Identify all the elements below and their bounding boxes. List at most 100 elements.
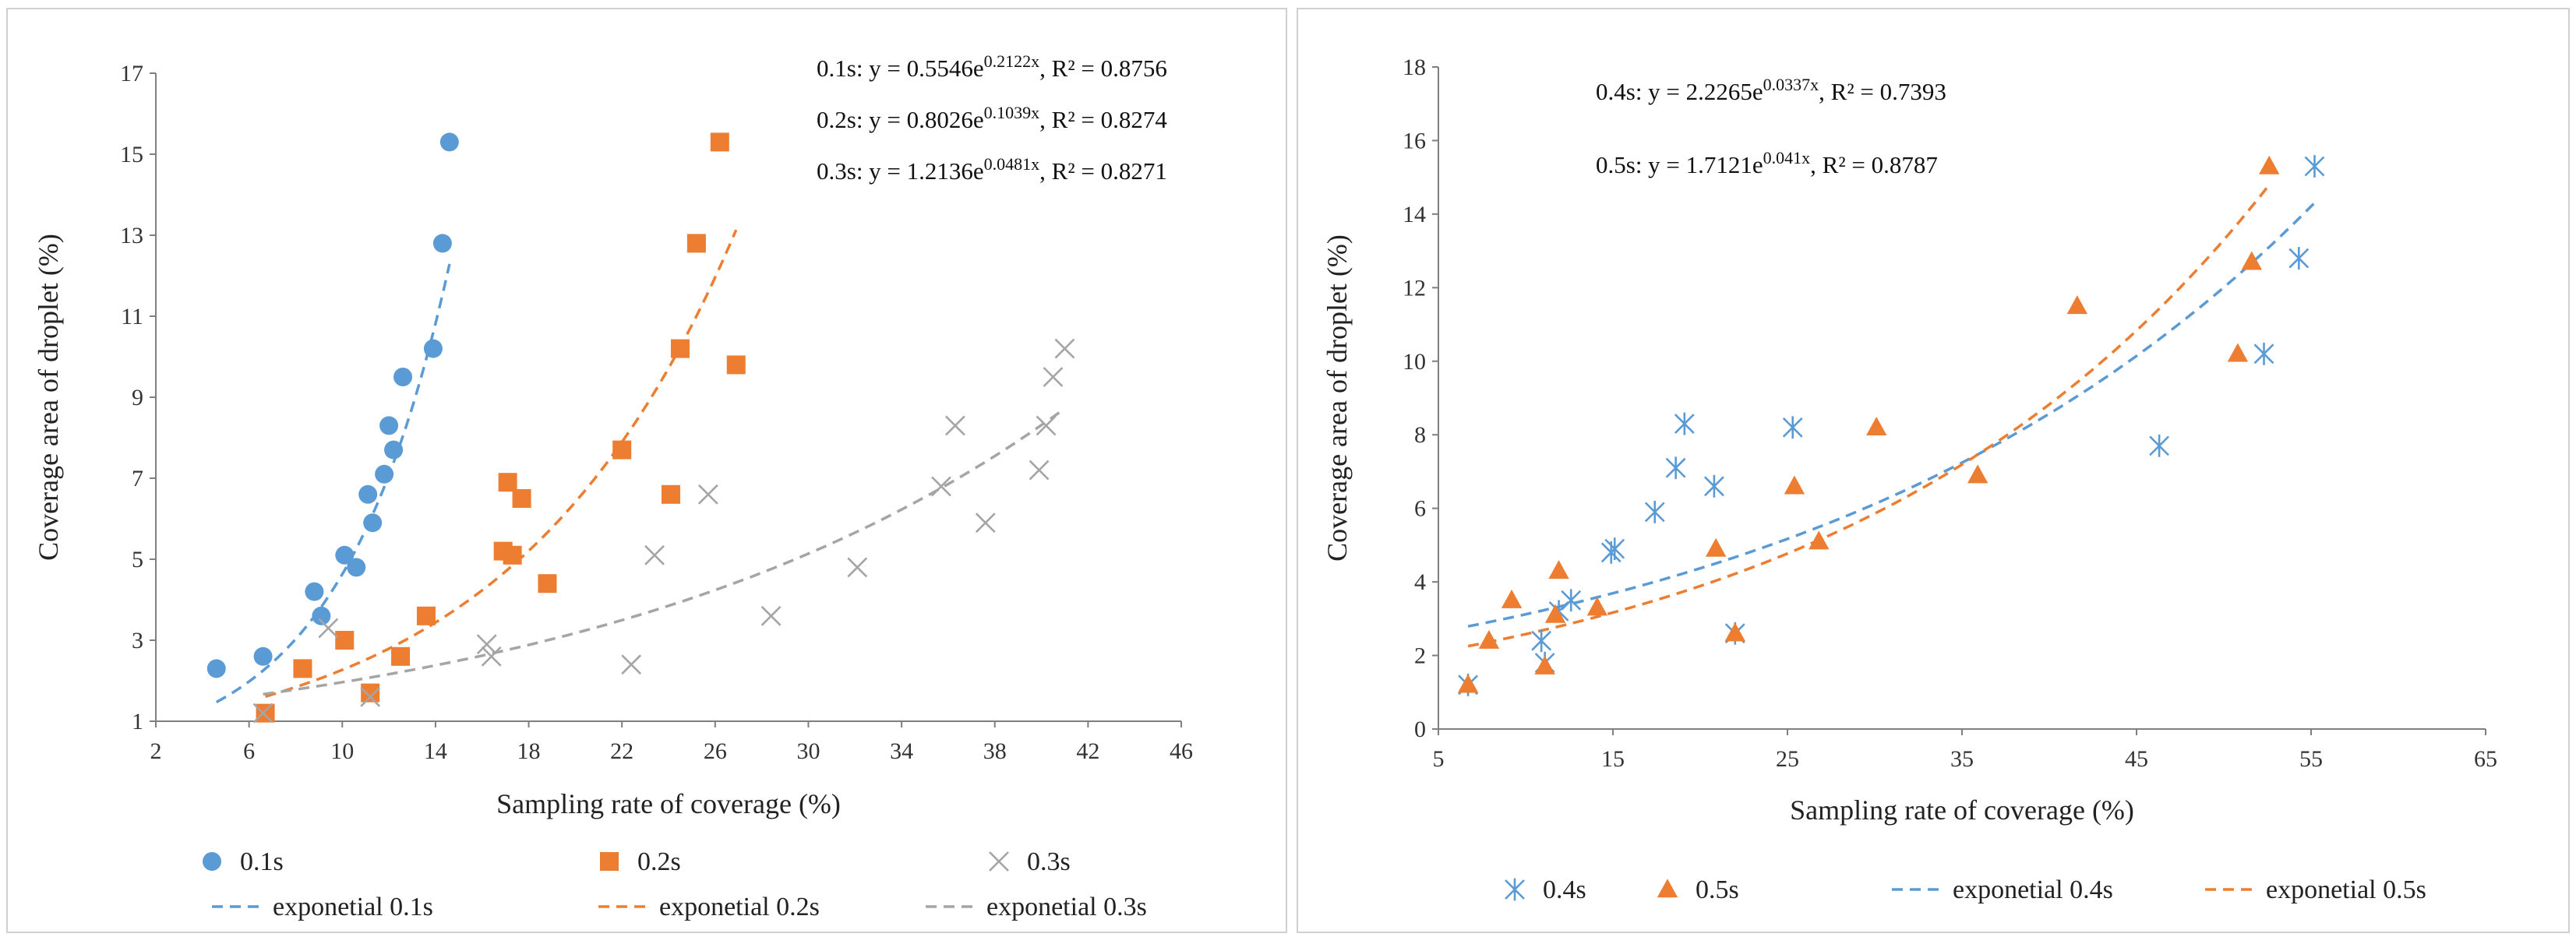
- data-point: [2241, 251, 2263, 270]
- trendline-exponetial-0-1s: [215, 263, 451, 704]
- legend-label: 0.3s: [1027, 847, 1071, 876]
- y-tick-label: 3: [132, 628, 143, 653]
- y-tick-label: 15: [120, 142, 143, 167]
- data-point: [391, 646, 411, 666]
- data-point: [1548, 560, 1569, 579]
- y-tick-label: 0: [1414, 717, 1426, 742]
- legend-item-exponetial-0-3s: exponetial 0.3s: [926, 893, 1147, 921]
- chart-right-svg: 0 2 4 6 8 10 12 14 16 18 5 15 25 35 45 55 65 Sampling rat…: [1322, 55, 2497, 904]
- legend-label: exponetial 0.2s: [659, 893, 820, 921]
- data-point: [335, 545, 355, 565]
- data-point: [1054, 338, 1075, 359]
- legend-label: 0.1s: [240, 847, 284, 876]
- x-tick-label: 25: [1776, 746, 1799, 772]
- data-point: [2288, 247, 2310, 269]
- x-tick-label: 45: [2125, 746, 2148, 772]
- data-point: [944, 415, 965, 436]
- data-point: [1036, 415, 1057, 436]
- y-tick-label: 9: [132, 385, 143, 410]
- data-point: [1043, 367, 1064, 387]
- y-tick-label: 10: [1403, 349, 1426, 375]
- data-point: [2259, 155, 2280, 174]
- legend-item-exponetial-0-2s: exponetial 0.2s: [598, 893, 820, 921]
- equation-0-4s: 0.4s: y = 2.2265e0.0337x, R² = 0.7393: [1596, 75, 1946, 105]
- data-point: [931, 476, 951, 497]
- x-tick-label: 34: [890, 738, 913, 764]
- data-point: [384, 440, 404, 460]
- legend-label: exponetial 0.3s: [986, 893, 1147, 921]
- legend-item-0-1s: 0.1s: [203, 847, 284, 876]
- data-point: [1586, 597, 1608, 616]
- legend-marker: [1505, 878, 1525, 901]
- data-point: [621, 654, 642, 675]
- data-point: [1704, 474, 1724, 498]
- data-point: [305, 582, 324, 601]
- data-point: [2149, 434, 2170, 457]
- data-point: [1457, 674, 1479, 693]
- y-tick-label: 4: [1414, 569, 1426, 595]
- x-tick-label: 6: [243, 738, 255, 764]
- equation-0-2s: 0.2s: y = 0.8026e0.1039x, R² = 0.8274: [817, 103, 1167, 133]
- data-point: [2253, 342, 2274, 365]
- x-tick-label: 42: [1076, 738, 1099, 764]
- legend-marker: [989, 851, 1009, 872]
- y-tick-label: 6: [1414, 496, 1426, 522]
- data-point: [760, 605, 782, 626]
- y-tick-label: 11: [121, 304, 143, 329]
- legend-marker: [203, 852, 221, 871]
- data-point: [1644, 500, 1665, 523]
- data-point: [726, 355, 746, 375]
- y-tick-label: 7: [132, 466, 143, 491]
- data-point: [481, 646, 502, 667]
- trendline-exponetial-0-2s: [265, 229, 738, 698]
- legend-label: exponetial 0.4s: [1953, 875, 2113, 904]
- y-tick-label: 12: [1403, 275, 1426, 301]
- data-point: [1808, 530, 1830, 550]
- y-tick-label: 14: [1403, 202, 1426, 227]
- series-0-3s: [252, 338, 1075, 724]
- legend-item-0-3s: 0.3s: [989, 847, 1071, 876]
- series-0-1s: [206, 132, 459, 678]
- data-point: [644, 544, 665, 565]
- y-tick-label: 16: [1403, 128, 1426, 153]
- trendline-exponetial-0-3s: [263, 407, 1066, 696]
- data-point: [416, 606, 436, 625]
- legend-item-exponetial-0-4s: exponetial 0.4s: [1892, 875, 2113, 904]
- legend-item-0-2s: 0.2s: [600, 847, 681, 876]
- data-point: [318, 618, 339, 639]
- data-point: [538, 574, 557, 594]
- data-point: [670, 339, 690, 358]
- data-point: [360, 686, 381, 707]
- data-point: [1501, 589, 1523, 608]
- x-axis-title: Sampling rate of coverage (%): [1790, 794, 2134, 826]
- data-point: [476, 634, 497, 655]
- x-tick-label: 10: [330, 738, 354, 764]
- data-point: [293, 659, 312, 678]
- x-tick-label: 14: [424, 738, 447, 764]
- data-point: [439, 132, 459, 152]
- data-point: [375, 464, 394, 484]
- data-point: [1866, 416, 1887, 435]
- data-point: [1561, 589, 1582, 612]
- legend-item-0-5s: 0.5s: [1657, 875, 1739, 904]
- trendline-exponetial-0-4s: [1467, 202, 2316, 628]
- data-point: [335, 631, 355, 650]
- legend-label: 0.4s: [1543, 875, 1586, 904]
- data-point: [1724, 622, 1745, 642]
- data-point: [1029, 460, 1050, 481]
- data-point: [252, 703, 273, 724]
- y-tick-label: 17: [120, 61, 143, 86]
- data-point: [1967, 464, 1988, 484]
- legend-label: exponetial 0.5s: [2266, 875, 2426, 904]
- data-point: [710, 132, 729, 152]
- data-point: [847, 557, 868, 578]
- data-point: [347, 558, 366, 577]
- x-tick-label: 18: [517, 738, 541, 764]
- chart-panel-left: 1 3 5 7 9 11 13 15 17 2 6 10 14 18 22 26 30 34 38 42 46 Sampl…: [6, 8, 1287, 933]
- data-point: [206, 659, 226, 678]
- data-point: [363, 513, 383, 533]
- legend-marker: [1657, 879, 1678, 898]
- x-tick-label: 15: [1601, 746, 1625, 772]
- data-point: [1665, 456, 1686, 480]
